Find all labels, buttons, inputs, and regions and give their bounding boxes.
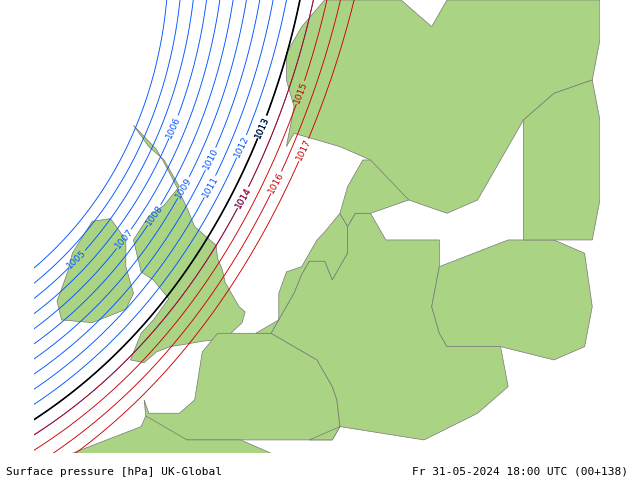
Text: 1009: 1009 xyxy=(174,175,193,200)
Polygon shape xyxy=(287,0,600,213)
Polygon shape xyxy=(432,240,592,360)
Polygon shape xyxy=(57,219,134,322)
Polygon shape xyxy=(340,160,409,226)
Text: 1014: 1014 xyxy=(233,185,253,210)
Polygon shape xyxy=(524,80,600,240)
Polygon shape xyxy=(256,213,347,333)
Text: 1014: 1014 xyxy=(233,185,253,210)
Text: 1017: 1017 xyxy=(295,138,313,162)
Polygon shape xyxy=(271,213,508,440)
Text: 1005: 1005 xyxy=(65,248,89,270)
Polygon shape xyxy=(131,125,245,363)
Text: 1013: 1013 xyxy=(254,115,271,139)
Polygon shape xyxy=(72,416,271,490)
Text: 1007: 1007 xyxy=(113,227,135,251)
Text: 1012: 1012 xyxy=(233,134,250,159)
Polygon shape xyxy=(144,333,340,440)
Text: 1016: 1016 xyxy=(267,170,285,195)
Text: Surface pressure [hPa] UK-Global: Surface pressure [hPa] UK-Global xyxy=(6,466,223,477)
Text: Fr 31-05-2024 18:00 UTC (00+138): Fr 31-05-2024 18:00 UTC (00+138) xyxy=(411,466,628,477)
Text: 1015: 1015 xyxy=(292,80,309,105)
Text: 1008: 1008 xyxy=(144,203,165,227)
Text: 1011: 1011 xyxy=(200,174,219,198)
Text: 1006: 1006 xyxy=(165,115,183,139)
Text: 1013: 1013 xyxy=(254,115,271,139)
Text: 1010: 1010 xyxy=(202,147,220,171)
